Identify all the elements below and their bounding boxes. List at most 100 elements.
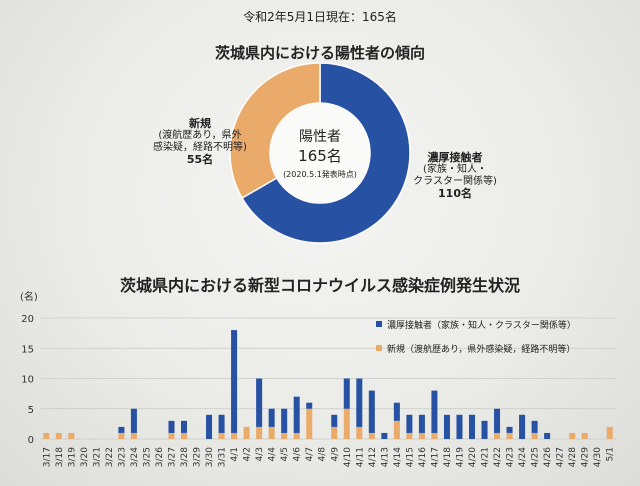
donut-center-value: 165名 (298, 147, 342, 165)
bar-new (506, 432, 513, 439)
y-axis-label: (名) (20, 290, 38, 303)
bar-new (55, 432, 62, 439)
bar-new (130, 432, 137, 439)
close-count: 110名 (438, 187, 472, 200)
bar-close-contact (468, 414, 476, 439)
x-tick-label: 4/26 (543, 447, 553, 467)
bar-close-contact (281, 408, 288, 433)
x-tick-label: 4/1 (230, 447, 240, 461)
bar-new (531, 432, 538, 439)
x-tick-label: 4/5 (280, 447, 290, 461)
bar-new (606, 426, 613, 439)
bar-close-contact (481, 420, 488, 439)
legend-label-new: 新規（渡航歴あり，県外感染疑，経路不明等） (387, 343, 575, 355)
x-tick-label: 3/23 (117, 447, 127, 467)
bar-close-contact (456, 414, 463, 439)
bar-new (293, 432, 300, 439)
bar-title: 茨城県内における新型コロナウイルス感染症例発生状況 (119, 276, 520, 295)
close-desc-2: クラスター関係等) (413, 176, 497, 187)
bar-new (306, 408, 313, 439)
bar-close-contact (506, 426, 513, 433)
bar-close-contact (256, 378, 263, 427)
bar-close-contact (418, 414, 425, 433)
bar-close-contact (443, 414, 450, 439)
x-tick-label: 3/24 (130, 447, 140, 467)
bar-close-contact (519, 414, 526, 439)
y-tick-label: 10 (21, 375, 34, 386)
bar-new (168, 432, 175, 439)
x-tick-label: 3/30 (205, 447, 215, 467)
bar-new (581, 432, 588, 439)
bar-new (243, 426, 250, 439)
x-tick-label: 4/3 (255, 447, 265, 461)
x-tick-label: 3/27 (167, 447, 177, 467)
x-tick-label: 4/18 (443, 447, 453, 467)
bar-close-contact (393, 402, 400, 421)
bar-new (343, 408, 350, 439)
x-tick-label: 4/2 (243, 447, 253, 461)
bar-close-contact (306, 402, 313, 409)
bar-new (431, 432, 438, 439)
bar-new (356, 426, 363, 439)
x-tick-label: 4/24 (518, 447, 528, 467)
x-tick-label: 3/28 (180, 447, 190, 467)
donut-slice (241, 62, 411, 244)
x-tick-label: 3/20 (80, 447, 90, 467)
x-tick-label: 3/22 (105, 447, 115, 467)
bar-close-contact (368, 390, 375, 433)
y-tick-label: 15 (21, 344, 34, 355)
x-tick-label: 4/23 (506, 447, 516, 467)
bar-new (43, 432, 50, 439)
x-tick-label: 4/19 (455, 447, 465, 467)
close-label-group: 濃厚接触者 (家族・知人・ クラスター関係等) 110名 (400, 152, 510, 200)
bar-new (406, 432, 413, 439)
bar-new (268, 426, 275, 439)
x-tick-label: 4/17 (430, 447, 440, 467)
x-tick-label: 4/6 (293, 447, 303, 462)
x-tick-label: 4/10 (343, 447, 353, 467)
x-tick-label: 4/30 (593, 447, 603, 467)
close-desc-1: (家族・知人・ (423, 164, 487, 175)
new-desc-1: (渡航歴あり，県外 (158, 130, 242, 141)
donut-slice (229, 62, 321, 200)
bar-new (231, 432, 238, 439)
bar-close-contact (356, 378, 363, 427)
x-tick-label: 4/8 (318, 447, 328, 462)
bar-close-contact (531, 420, 538, 433)
x-tick-label: 4/15 (405, 447, 415, 467)
bar-new (118, 432, 125, 439)
y-tick-label: 0 (28, 435, 34, 446)
bar-new (256, 426, 263, 439)
x-tick-label: 3/29 (193, 447, 203, 467)
bar-new (331, 426, 338, 439)
bar-close-contact (431, 390, 438, 433)
bar-new (218, 432, 225, 439)
bar-new (68, 432, 75, 439)
bar-close-contact (218, 414, 225, 433)
bar-close-contact (180, 420, 188, 433)
x-tick-label: 5/1 (606, 447, 616, 461)
x-tick-label: 4/20 (468, 447, 478, 467)
new-desc-2: 感染疑，経路不明等) (153, 142, 247, 153)
bar-close-contact (331, 414, 338, 427)
bar-close-contact (494, 408, 501, 433)
bar-close-contact (343, 378, 350, 409)
x-tick-label: 4/28 (568, 447, 578, 467)
donut-center (271, 104, 369, 202)
x-tick-label: 4/9 (330, 447, 340, 462)
legend-swatch-new (376, 345, 382, 351)
x-tick-label: 3/25 (142, 447, 152, 467)
bar-close-contact (268, 408, 275, 427)
x-tick-label: 4/4 (268, 447, 278, 462)
new-label-group: 新規 (渡航歴あり，県外 感染疑，経路不明等) 55名 (140, 118, 260, 166)
bar-new (368, 432, 375, 439)
x-tick-label: 4/21 (481, 447, 491, 467)
donut-center-title: 陽性者 (299, 129, 341, 145)
x-tick-label: 3/17 (42, 447, 52, 467)
x-tick-label: 4/11 (355, 447, 365, 467)
x-tick-label: 4/13 (380, 447, 390, 467)
y-tick-label: 5 (28, 405, 34, 416)
x-tick-label: 3/31 (218, 447, 228, 467)
x-tick-label: 4/14 (393, 447, 403, 467)
